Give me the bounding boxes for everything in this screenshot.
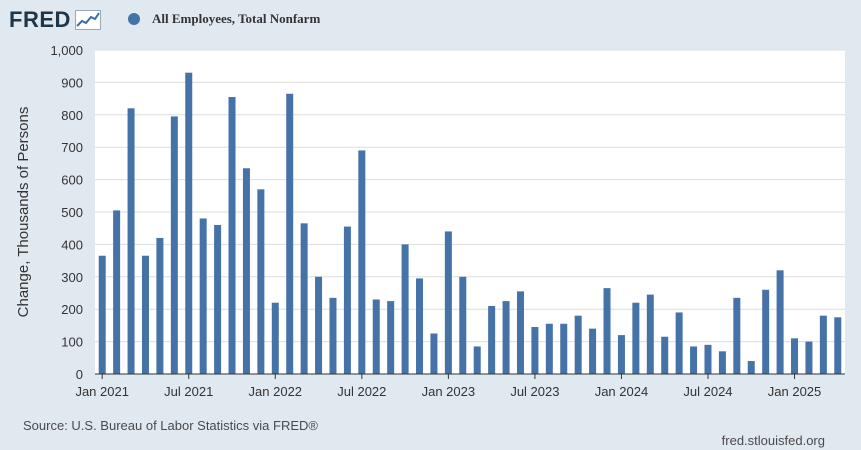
y-tick-label: 1,000 (50, 43, 83, 58)
bar-2021-02[interactable] (113, 210, 121, 374)
bar-2024-10[interactable] (747, 361, 755, 374)
y-tick-label: 0 (76, 367, 83, 382)
chart-legend: All Employees, Total Nonfarm (128, 11, 320, 27)
bar-2021-01[interactable] (98, 255, 106, 374)
x-tick-label: Jan 2021 (75, 384, 129, 399)
y-axis-ticks: 0 100 200 300 400 500 600 700 800 900 1,000 (50, 43, 83, 382)
bar-2023-05[interactable] (502, 301, 510, 374)
legend-series-marker (128, 13, 140, 25)
bar-2025-03[interactable] (819, 315, 827, 374)
x-tick-label: Jan 2025 (768, 384, 822, 399)
x-tick-label: Jan 2023 (422, 384, 476, 399)
bar-2022-03[interactable] (300, 223, 308, 374)
bar-2021-08[interactable] (199, 218, 207, 374)
bar-2024-09[interactable] (733, 297, 741, 374)
bar-2025-01[interactable] (791, 338, 799, 374)
fred-logo-text: FRED (9, 7, 71, 32)
bar-2023-08[interactable] (545, 323, 553, 374)
bar-2024-04[interactable] (661, 336, 669, 374)
bar-2021-05[interactable] (156, 237, 164, 374)
x-tick-label: Jul 2021 (164, 384, 213, 399)
bar-2021-11[interactable] (242, 168, 250, 374)
y-tick-label: 800 (61, 108, 83, 123)
y-tick-label: 900 (61, 75, 83, 90)
y-tick-label: 700 (61, 140, 83, 155)
bar-2022-05[interactable] (329, 297, 337, 374)
legend-series-label: All Employees, Total Nonfarm (152, 11, 321, 26)
bar-2024-08[interactable] (718, 351, 726, 374)
bar-2024-02[interactable] (632, 302, 640, 374)
bar-2024-01[interactable] (617, 335, 625, 374)
fred-logo: FRED (9, 8, 101, 32)
bar-2024-11[interactable] (762, 289, 770, 374)
bar-2023-02[interactable] (459, 276, 467, 374)
y-tick-label: 100 (61, 335, 83, 350)
line-graph-icon (74, 10, 101, 30)
bar-2023-06[interactable] (516, 291, 524, 374)
bar-2022-08[interactable] (372, 299, 380, 374)
bar-2021-10[interactable] (228, 96, 236, 374)
site-url[interactable]: fred.stlouisfed.org (721, 433, 825, 448)
x-tick-label: Jul 2023 (510, 384, 559, 399)
bar-2023-10[interactable] (574, 315, 582, 374)
bar-2022-10[interactable] (401, 244, 409, 374)
bar-2024-03[interactable] (646, 294, 654, 374)
bar-2023-04[interactable] (488, 305, 496, 374)
bar-2023-03[interactable] (473, 346, 481, 374)
x-tick-label: Jan 2024 (595, 384, 649, 399)
source-note: Source: U.S. Bureau of Labor Statistics … (23, 418, 318, 433)
bar-2021-09[interactable] (214, 224, 222, 374)
y-tick-label: 400 (61, 237, 83, 252)
bar-2022-12[interactable] (430, 333, 438, 375)
bar-2022-01[interactable] (271, 302, 279, 374)
bar-2025-02[interactable] (805, 341, 813, 374)
bar-2024-12[interactable] (776, 270, 784, 374)
y-tick-label: 600 (61, 173, 83, 188)
x-tick-label: Jan 2022 (249, 384, 303, 399)
x-tick-label: Jul 2024 (683, 384, 732, 399)
bar-2024-07[interactable] (704, 344, 712, 374)
y-axis-label: Change, Thousands of Persons (15, 107, 32, 318)
x-tick-label: Jul 2022 (337, 384, 386, 399)
bar-2023-01[interactable] (444, 231, 452, 374)
bar-2023-11[interactable] (589, 328, 597, 374)
y-tick-label: 200 (61, 302, 83, 317)
bar-2021-07[interactable] (185, 72, 193, 375)
bar-2021-04[interactable] (141, 255, 149, 374)
bars (98, 72, 842, 375)
bar-2023-07[interactable] (531, 327, 539, 374)
bar-2021-03[interactable] (127, 108, 135, 374)
x-axis-ticks: Jan 2021 Jul 2021 Jan 2022 Jul 2022 Jan 2023… (75, 374, 821, 399)
bar-2022-07[interactable] (358, 150, 366, 374)
bar-2022-02[interactable] (286, 93, 294, 375)
bar-chart: 0 100 200 300 400 500 600 700 800 900 1,000 Jan 20… (15, 43, 845, 399)
bar-2022-11[interactable] (416, 278, 424, 374)
bar-2022-06[interactable] (343, 226, 351, 374)
bar-2023-12[interactable] (603, 288, 611, 374)
bar-2024-06[interactable] (690, 346, 698, 374)
bar-2023-09[interactable] (560, 323, 568, 374)
bar-2022-09[interactable] (387, 301, 395, 374)
y-tick-label: 500 (61, 205, 83, 220)
y-tick-label: 300 (61, 270, 83, 285)
bar-2021-06[interactable] (170, 116, 178, 375)
bar-2025-04[interactable] (834, 317, 842, 374)
bar-2022-04[interactable] (315, 276, 323, 374)
bar-2021-12[interactable] (257, 189, 265, 374)
bar-2024-05[interactable] (675, 312, 683, 374)
